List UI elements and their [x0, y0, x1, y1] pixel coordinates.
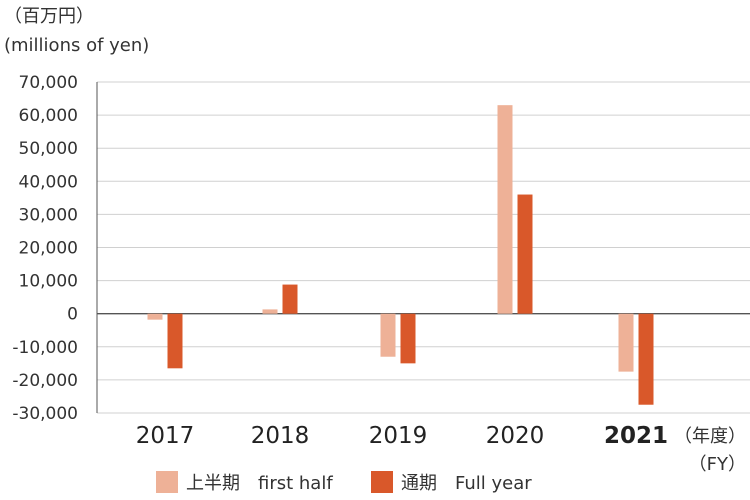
y-tick-label: -30,000 [12, 404, 78, 424]
legend-item-first-half: 上半期 first half [156, 469, 333, 495]
x-unit-label-en: （FY） [689, 454, 746, 475]
y-tick-label: 20,000 [19, 239, 78, 259]
bar-first-half-2019 [380, 313, 396, 357]
legend-swatch-full-year [371, 471, 393, 493]
y-unit-label-ja: （百万円） [4, 6, 94, 27]
legend-label-full-year: 通期 Full year [401, 473, 532, 494]
y-tick-label: -20,000 [12, 371, 78, 391]
legend-item-full-year: 通期 Full year [371, 469, 532, 495]
x-tick-label: 2020 [486, 423, 545, 449]
y-tick-label: -10,000 [12, 338, 78, 358]
x-tick-label: 2021 [604, 423, 668, 449]
x-tick-label: 2017 [136, 423, 195, 449]
y-tick-label: 50,000 [19, 139, 78, 159]
bar-full-year-2018 [282, 284, 298, 314]
y-tick-label: 70,000 [19, 73, 78, 93]
bar-first-half-2021 [618, 313, 634, 372]
y-unit-label-en: (millions of yen) [4, 35, 150, 56]
bar-full-year-2020 [517, 194, 533, 314]
x-tick-label: 2018 [251, 423, 310, 449]
y-tick-label: 0 [67, 305, 78, 325]
bar-full-year-2021 [638, 313, 654, 405]
bar-first-half-2017 [147, 313, 163, 320]
bar-first-half-2020 [497, 105, 513, 314]
y-tick-label: 40,000 [19, 172, 78, 192]
legend-swatch-first-half [156, 471, 178, 493]
bar-full-year-2019 [400, 313, 416, 364]
x-tick-label: 2019 [369, 423, 428, 449]
y-tick-label: 10,000 [19, 272, 78, 292]
y-tick-label: 60,000 [19, 106, 78, 126]
bar-full-year-2017 [167, 313, 183, 369]
x-unit-label-ja: （年度） [674, 426, 746, 447]
y-tick-label: 30,000 [19, 205, 78, 225]
bar-first-half-2018 [262, 309, 278, 314]
legend-label-first-half: 上半期 first half [186, 473, 333, 494]
